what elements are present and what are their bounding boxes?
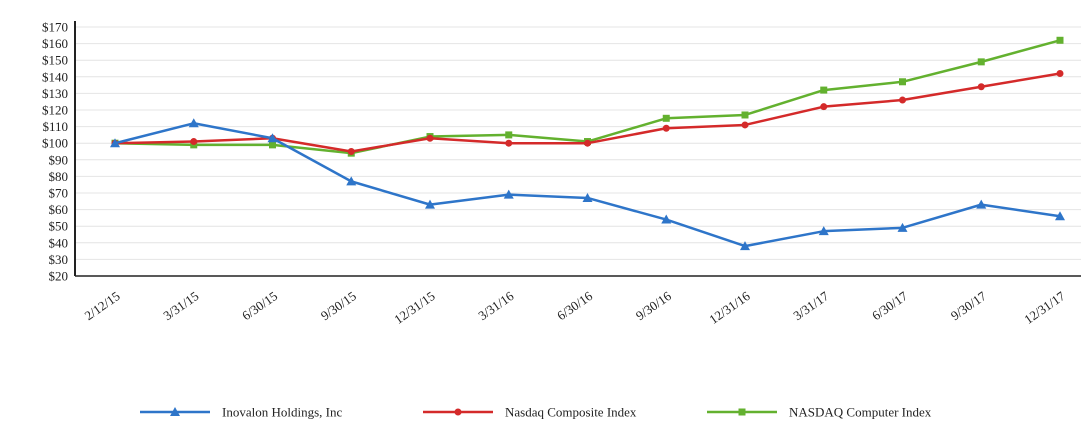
- data-point: [820, 86, 828, 94]
- y-tick-label: $110: [42, 119, 68, 134]
- data-point: [977, 58, 985, 66]
- x-tick-label: 9/30/16: [633, 288, 675, 323]
- legend-marker: [454, 408, 462, 416]
- y-tick-label: $120: [42, 103, 68, 118]
- legend-item: NASDAQ Computer Index: [707, 405, 932, 420]
- y-tick-label: $60: [49, 202, 69, 217]
- data-point: [662, 124, 670, 132]
- legend-marker: [170, 407, 180, 416]
- data-point: [899, 96, 906, 104]
- data-point: [1056, 69, 1064, 77]
- data-point: [976, 199, 987, 209]
- y-tick-label: $70: [49, 186, 69, 201]
- y-tick-label: $160: [42, 36, 68, 51]
- x-tick-label: 3/31/17: [790, 288, 832, 323]
- data-point: [977, 83, 985, 91]
- data-point: [584, 139, 591, 147]
- y-tick-label: $130: [42, 86, 68, 101]
- y-tick-label: $170: [42, 20, 68, 35]
- data-point: [188, 118, 199, 128]
- data-point: [267, 133, 278, 143]
- y-axis: $20 $30 $40$50 $60$70 $80 $90$100 $110$120 $130…: [42, 20, 76, 284]
- data-point: [582, 192, 593, 202]
- x-tick-label: 12/31/15: [391, 288, 437, 327]
- x-tick-label: 3/31/15: [160, 288, 201, 323]
- data-point: [897, 222, 908, 232]
- x-tick-label: 6/30/16: [554, 288, 596, 323]
- data-point: [505, 139, 513, 147]
- legend-label: NASDAQ Computer Index: [789, 405, 932, 420]
- data-point: [741, 111, 749, 119]
- y-tick-label: $100: [42, 136, 68, 151]
- data-point: [426, 134, 434, 142]
- y-tick-label: $40: [49, 235, 69, 250]
- data-point: [110, 138, 120, 148]
- x-axis: 2/12/15 3/31/15 6/30/15 9/30/15 12/31/15 3/31…: [75, 275, 1081, 327]
- legend: Inovalon Holdings, Inc Nasdaq Composite I…: [140, 405, 932, 420]
- y-tick-label: $30: [49, 252, 69, 267]
- data-point: [741, 121, 749, 129]
- x-tick-label: 9/30/17: [948, 288, 990, 323]
- data-point: [820, 103, 828, 111]
- data-point: [505, 131, 513, 139]
- x-tick-label: 6/30/15: [239, 288, 280, 323]
- x-tick-label: 2/12/15: [82, 288, 123, 323]
- legend-item: Inovalon Holdings, Inc: [140, 405, 342, 420]
- data-point: [347, 148, 355, 155]
- data-point: [425, 199, 435, 209]
- legend-item: Nasdaq Composite Index: [423, 405, 637, 420]
- data-point: [661, 214, 672, 224]
- y-tick-label: $80: [49, 169, 69, 184]
- y-tick-label: $90: [49, 152, 69, 167]
- x-tick-label: 3/31/16: [475, 288, 517, 323]
- legend-marker: [738, 408, 746, 416]
- legend-label: Inovalon Holdings, Inc: [222, 405, 342, 420]
- data-point: [818, 226, 829, 236]
- data-point: [1055, 211, 1065, 221]
- series-layer: [110, 36, 1065, 251]
- x-tick-label: 12/31/16: [706, 288, 753, 327]
- data-point: [899, 78, 906, 86]
- series-inovalon-holdings-inc: [110, 118, 1065, 251]
- legend-label: Nasdaq Composite Index: [505, 405, 637, 420]
- data-point: [662, 114, 670, 122]
- data-point: [503, 189, 514, 199]
- data-point: [740, 241, 750, 251]
- grid-lines: [75, 26, 1081, 260]
- y-tick-label: $50: [49, 219, 69, 234]
- x-tick-label: 12/31/17: [1021, 288, 1068, 327]
- data-point: [190, 138, 198, 146]
- series-nasdaq-composite-index: [111, 69, 1064, 155]
- x-tick-label: 9/30/15: [318, 288, 359, 323]
- data-point: [346, 176, 357, 186]
- y-tick-label: $20: [49, 269, 69, 284]
- y-tick-label: $140: [42, 69, 68, 84]
- y-tick-label: $150: [42, 53, 68, 68]
- data-point: [1056, 36, 1064, 44]
- x-tick-label: 6/30/17: [869, 288, 911, 323]
- data-point: [269, 141, 276, 149]
